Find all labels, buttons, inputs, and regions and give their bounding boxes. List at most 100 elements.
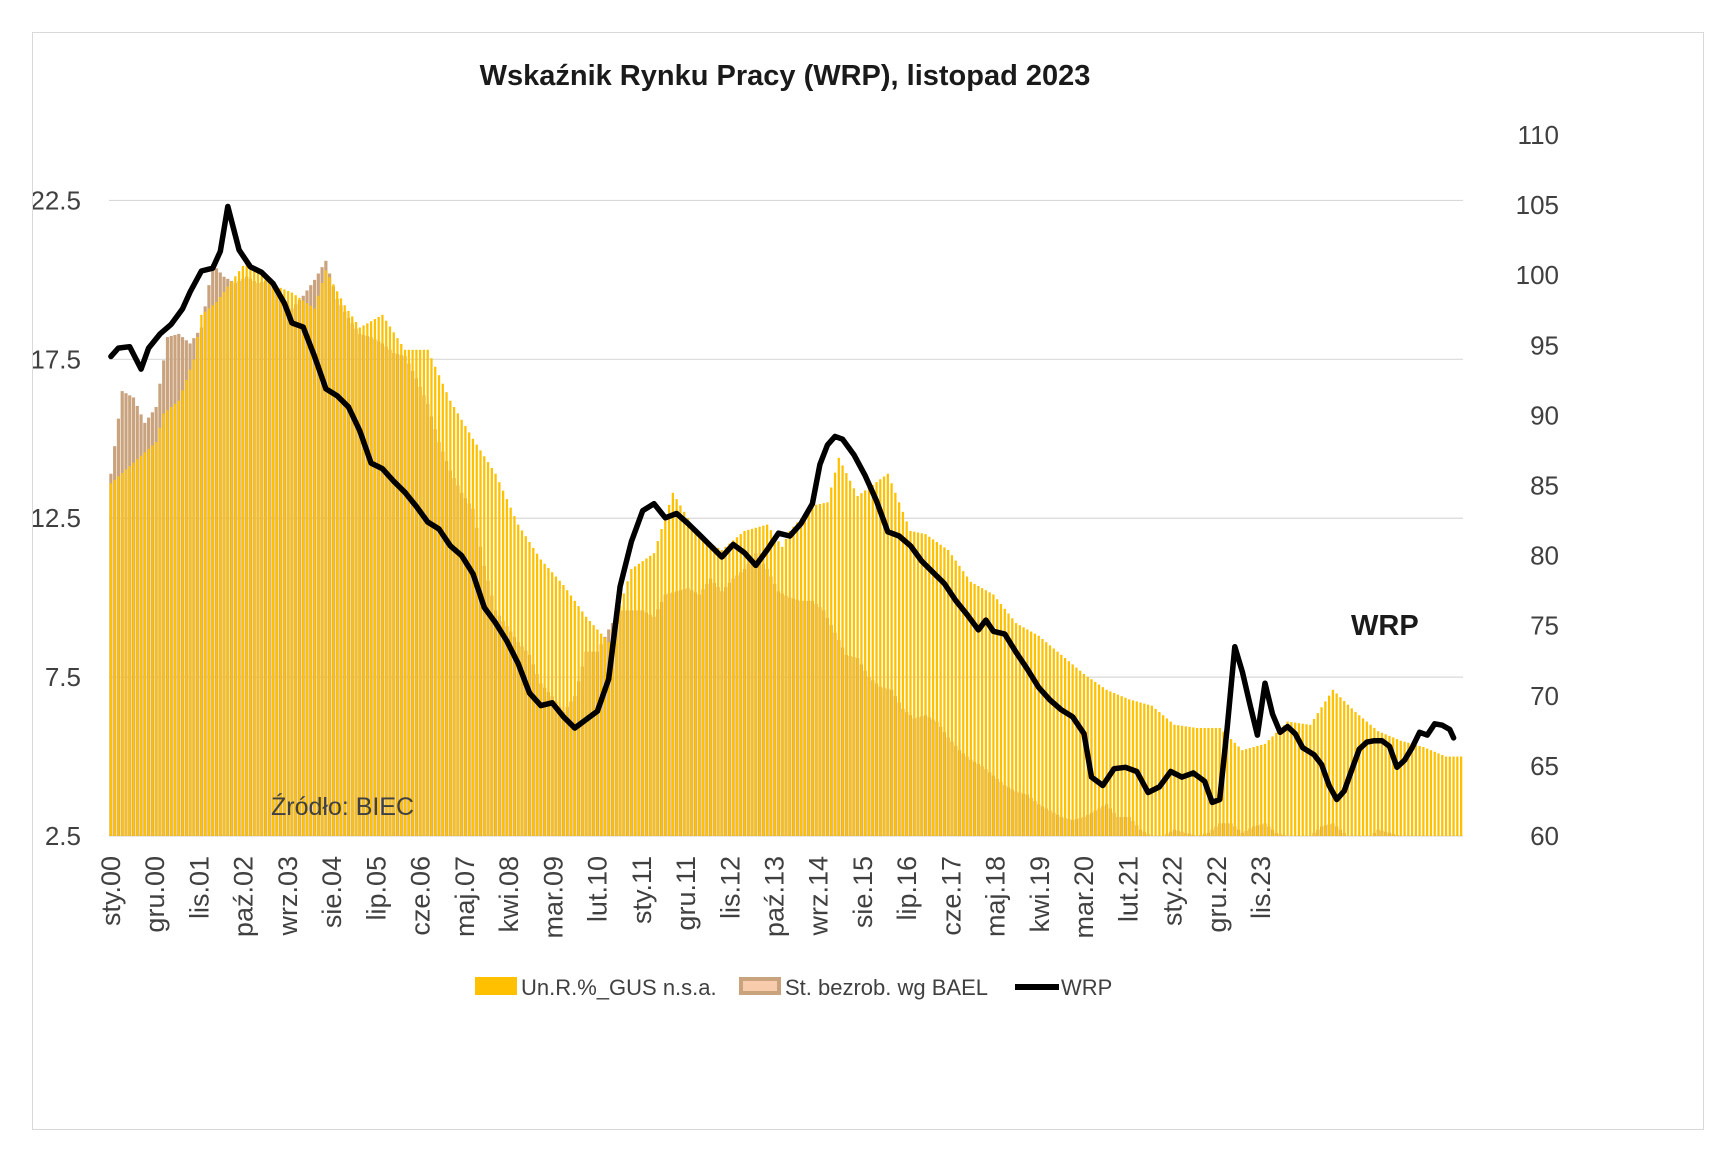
gus-bar [1071, 664, 1074, 836]
gus-bar [705, 541, 708, 836]
gus-bar [1256, 745, 1259, 836]
gus-bar [743, 530, 746, 836]
gus-bar [909, 530, 912, 836]
gus-bar [1335, 693, 1338, 836]
gus-bar [815, 504, 818, 836]
gus-bar [562, 584, 565, 836]
gus-bar [136, 459, 139, 836]
gus-bar [411, 349, 414, 836]
gus-bar [788, 530, 791, 836]
gus-bar [1150, 705, 1153, 836]
x-tick-label: sie.15 [848, 856, 878, 928]
gus-bar [1177, 725, 1180, 836]
gus-bar [464, 426, 467, 836]
gus-bar [683, 511, 686, 836]
gus-bar [1154, 708, 1157, 836]
gus-bar [128, 466, 131, 836]
gus-bar [1399, 740, 1402, 836]
x-tick-label: maj.07 [450, 856, 480, 937]
gus-bar [1003, 608, 1006, 836]
gus-bar [1112, 693, 1116, 836]
gus-bar [486, 462, 490, 836]
gus-bar [969, 581, 972, 836]
gus-bar [1226, 735, 1229, 836]
gus-bar [875, 482, 878, 836]
gus-bar [600, 633, 603, 836]
gus-bar [347, 310, 350, 837]
gus-bar [871, 484, 874, 836]
gus-bar [965, 576, 969, 836]
gus-bar [1275, 732, 1278, 836]
gus-bar [339, 298, 343, 836]
gus-bar [569, 595, 573, 836]
gus-bar [1094, 681, 1097, 836]
y-right-tick-label: 75 [1530, 611, 1559, 641]
gus-bar [720, 550, 724, 836]
gus-bar [1082, 673, 1086, 836]
gus-bar [818, 503, 822, 836]
gus-bar [690, 524, 693, 836]
gus-bar [935, 542, 938, 836]
gus-bar [848, 480, 852, 836]
gus-bar [950, 555, 954, 836]
gus-bar [471, 438, 475, 836]
y-right-tick-label: 110 [1518, 120, 1559, 150]
x-tick-label: sie.04 [317, 856, 347, 928]
gus-bar [166, 410, 169, 836]
legend-label: WRP [1061, 975, 1112, 1000]
gus-bar [656, 541, 659, 836]
gus-bar [305, 303, 309, 836]
gus-bar [1214, 727, 1218, 836]
y-right-tick-label: 90 [1530, 400, 1559, 430]
gus-bar [939, 544, 942, 836]
gus-bar [1097, 684, 1101, 836]
gus-bar [992, 594, 995, 836]
gus-bar [1278, 729, 1282, 836]
gus-bar [1343, 700, 1346, 836]
gus-bar [1263, 743, 1267, 836]
gus-bar [637, 563, 641, 836]
gus-bar [513, 516, 516, 836]
gus-bar [275, 286, 278, 836]
gus-bar [117, 476, 120, 836]
gus-bar [826, 502, 829, 836]
gus-bar [1188, 726, 1191, 836]
gus-bar [894, 492, 897, 836]
gus-bar [260, 275, 263, 836]
gus-bar [905, 521, 908, 836]
y-right-tick-label: 85 [1530, 471, 1559, 501]
gus-bar [1229, 739, 1233, 836]
gus-bar [351, 316, 354, 836]
gus-bar [1033, 633, 1037, 836]
gus-bar [207, 308, 211, 836]
x-tick-label: lip.16 [892, 856, 922, 921]
gus-bar [667, 504, 671, 836]
gus-bar [479, 450, 482, 836]
gus-bar [943, 547, 946, 836]
gus-bar [498, 482, 501, 836]
gus-bar [924, 534, 927, 836]
gus-bar [890, 483, 893, 836]
gus-bar-series [109, 260, 1463, 837]
legend-swatch [475, 977, 517, 995]
gus-bar [920, 533, 923, 836]
gus-bar [867, 487, 871, 836]
gus-bar [1309, 724, 1312, 836]
gus-bar [419, 349, 422, 836]
gus-bar [1282, 725, 1285, 836]
gus-bar [1339, 697, 1342, 836]
gus-bar [807, 509, 810, 836]
gus-bar [845, 473, 848, 836]
gus-bar [1158, 712, 1161, 836]
gus-bar [256, 271, 260, 836]
chart-svg: Wskaźnik Rynku Pracy (WRP), listopad 202… [33, 60, 1559, 1000]
gus-bar [947, 550, 950, 836]
gus-bar [437, 375, 441, 836]
gus-bar [1079, 670, 1082, 836]
y-left-tick-label: 2.5 [45, 821, 81, 851]
gus-bar [735, 537, 739, 836]
gus-bar [241, 265, 245, 837]
gus-bar [1452, 756, 1455, 836]
gus-bar [822, 503, 825, 836]
gus-bar [1459, 756, 1463, 836]
